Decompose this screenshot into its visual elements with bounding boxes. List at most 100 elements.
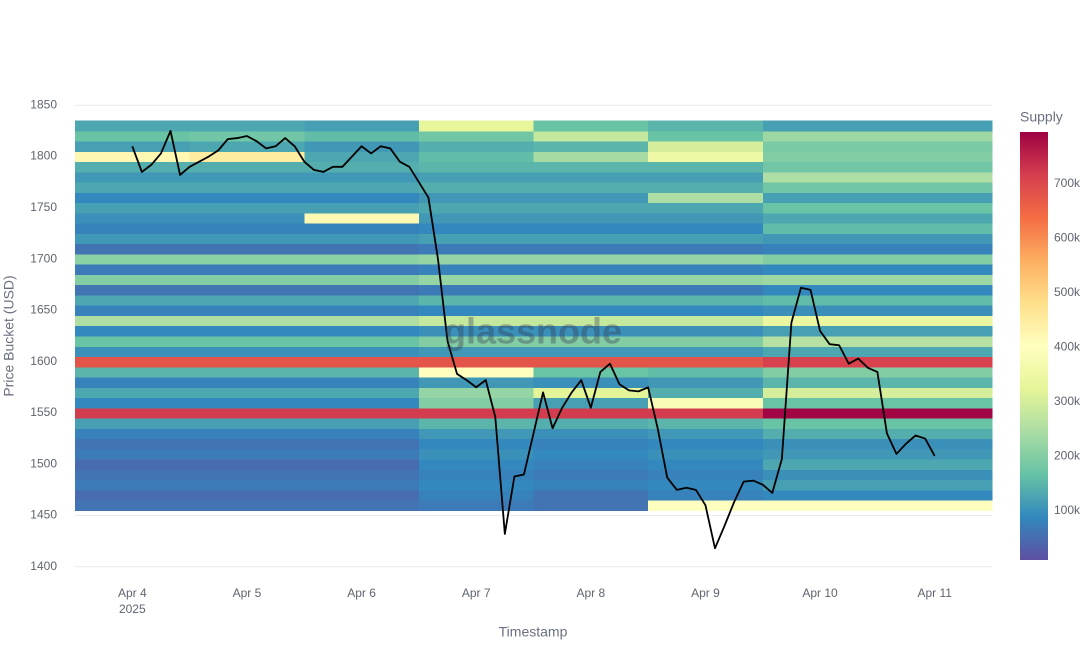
heatmap-cell (762, 223, 878, 234)
heatmap-cell (418, 264, 534, 275)
heatmap-cell (533, 500, 649, 511)
heatmap-cell (189, 448, 305, 460)
heatmap-cell (877, 366, 993, 378)
heatmap-cell (75, 294, 191, 306)
heatmap-cell (189, 294, 305, 306)
heatmap-cell (762, 469, 878, 481)
heatmap-cell (75, 284, 191, 296)
heatmap-cell (189, 366, 305, 378)
heatmap-cell (533, 336, 649, 347)
heatmap-cell (304, 192, 420, 204)
heatmap-cell (533, 469, 649, 481)
heatmap-cell (877, 407, 993, 419)
heatmap-cell (648, 192, 764, 204)
heatmap-cell (648, 253, 764, 265)
heatmap-cell (304, 500, 420, 511)
heatmap-cell (75, 438, 191, 450)
colorbar-tick-label: 300k (1054, 394, 1081, 408)
heatmap-cell (189, 243, 305, 255)
heatmap-cell (762, 212, 878, 224)
heatmap-cell (75, 377, 191, 388)
y-tick-label: 1700 (30, 251, 57, 265)
heatmap (75, 120, 993, 511)
heatmap-cell (75, 192, 191, 204)
heatmap-cell (648, 284, 764, 296)
x-tick-label: Apr 7 (462, 586, 491, 600)
heatmap-cell (762, 397, 878, 409)
heatmap-cell (189, 212, 305, 224)
heatmap-cell (533, 212, 649, 224)
heatmap-cell (189, 438, 305, 450)
heatmap-cell (877, 130, 993, 142)
heatmap-cell (75, 264, 191, 275)
heatmap-cell (762, 315, 878, 327)
heatmap-cell (418, 407, 534, 419)
heatmap-cell (418, 120, 534, 132)
heatmap-cell (762, 192, 878, 204)
heatmap-cell (648, 294, 764, 306)
heatmap-cell (762, 233, 878, 245)
heatmap-cell (75, 120, 191, 132)
heatmap-cell (304, 243, 420, 255)
heatmap-cell (533, 151, 649, 163)
heatmap-cell (648, 243, 764, 255)
heatmap-cell (75, 336, 191, 347)
heatmap-cell (189, 315, 305, 327)
heatmap-cell (533, 315, 649, 327)
heatmap-cell (877, 141, 993, 152)
heatmap-cell (533, 202, 649, 214)
heatmap-cell (75, 356, 191, 368)
colorbar-tick-label: 600k (1054, 230, 1081, 244)
heatmap-cell (648, 264, 764, 275)
heatmap-cell (75, 397, 191, 409)
heatmap-cell (75, 161, 191, 173)
heatmap-cell (762, 243, 878, 255)
heatmap-cell (648, 459, 764, 470)
heatmap-cell (762, 336, 878, 347)
heatmap-cell (418, 418, 534, 429)
heatmap-cell (648, 325, 764, 337)
heatmap-cell (877, 356, 993, 368)
heatmap-cell (418, 336, 534, 347)
heatmap-cell (762, 346, 878, 358)
heatmap-cell (762, 274, 878, 286)
heatmap-cell (75, 223, 191, 234)
heatmap-cell (533, 294, 649, 306)
heatmap-cell (648, 151, 764, 163)
heatmap-cell (418, 294, 534, 306)
y-tick-label: 1400 (30, 559, 57, 573)
heatmap-cell (877, 315, 993, 327)
heatmap-cell (189, 161, 305, 173)
heatmap-cell (189, 182, 305, 193)
heatmap-cell (533, 377, 649, 388)
heatmap-cell (648, 479, 764, 491)
heatmap-cell (762, 356, 878, 368)
heatmap-cell (75, 315, 191, 327)
heatmap-cell (418, 130, 534, 142)
heatmap-cell (304, 366, 420, 378)
heatmap-cell (304, 161, 420, 173)
heatmap-cell (418, 141, 534, 152)
heatmap-cell (648, 397, 764, 409)
heatmap-cell (877, 161, 993, 173)
heatmap-cell (418, 192, 534, 204)
x-tick-label: Apr 9 (691, 586, 720, 600)
heatmap-cell (762, 151, 878, 163)
heatmap-cell (418, 489, 534, 501)
heatmap-cell (75, 448, 191, 460)
heatmap-cell (304, 377, 420, 388)
heatmap-cell (75, 428, 191, 440)
x-axis-title: Timestamp (499, 624, 568, 640)
heatmap-cell (304, 315, 420, 327)
heatmap-cell (762, 264, 878, 275)
heatmap-cell (75, 182, 191, 193)
heatmap-cell (418, 438, 534, 450)
heatmap-cell (304, 336, 420, 347)
heatmap-cell (418, 479, 534, 491)
heatmap-cell (877, 459, 993, 470)
heatmap-cell (877, 294, 993, 306)
colorbar (1020, 132, 1048, 560)
x-tick-label: Apr 6 (347, 586, 376, 600)
heatmap-cell (304, 284, 420, 296)
heatmap-cell (304, 428, 420, 440)
